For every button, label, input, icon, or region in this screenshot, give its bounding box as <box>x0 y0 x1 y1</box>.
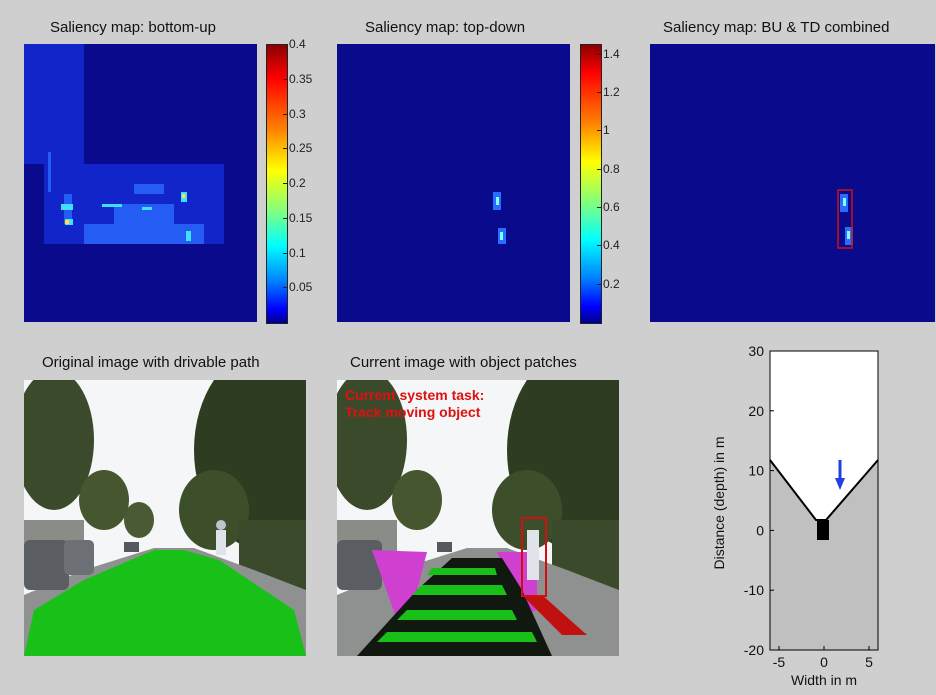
colorbar-bottom-up <box>266 44 288 324</box>
colorbar-tick-label: 0.15 <box>289 210 313 225</box>
depth-plot: 30 20 10 0 -10 -20 -5 0 5 Width in m Distance (… <box>711 345 879 688</box>
y-tick-label: 30 <box>748 345 764 359</box>
title-bottom-up: Saliency map: bottom-up <box>50 19 216 36</box>
title-current: Current image with object patches <box>350 354 577 371</box>
colorbar-tick-mark <box>597 168 601 170</box>
vehicle-marker <box>817 520 829 540</box>
colorbar-tick-mark <box>597 91 601 93</box>
original-image <box>24 380 306 656</box>
colorbar-tick-mark <box>283 252 287 254</box>
colorbar-tick-label: 0.1 <box>289 245 306 260</box>
colorbar-tick-mark <box>283 78 287 80</box>
task-label-line2: Track moving object <box>345 404 481 420</box>
colorbar-tick-label: 0.3 <box>289 106 306 121</box>
colorbar-tick-mark <box>597 245 601 247</box>
y-axis-label: Distance (depth) in m <box>711 436 727 569</box>
x-tick-label: -5 <box>773 654 786 670</box>
colorbar-tick-label: 1.4 <box>603 46 620 61</box>
colorbar-top-down <box>580 44 602 324</box>
occupied-region <box>770 460 878 650</box>
colorbar-tick-label: 0.4 <box>289 37 306 51</box>
title-combined: Saliency map: BU & TD combined <box>663 19 890 36</box>
object-box <box>521 517 547 597</box>
object-box <box>837 189 853 249</box>
y-tick-label: 0 <box>756 522 764 538</box>
colorbar-tick-label: 0.8 <box>603 161 620 176</box>
y-tick-label: 10 <box>748 463 764 479</box>
motion-arrow <box>835 460 845 490</box>
colorbar-tick-label: 1 <box>603 123 610 138</box>
x-tick-label: 5 <box>865 654 873 670</box>
current-image: Current system task: Track moving object <box>337 380 619 656</box>
saliency-map-top-down <box>337 44 570 322</box>
colorbar-tick-label: 0.05 <box>289 280 313 295</box>
y-tick-label: -10 <box>744 582 764 598</box>
colorbar-tick-mark <box>597 130 601 132</box>
colorbar-tick-label: 0.25 <box>289 141 313 156</box>
y-tick-label: -20 <box>744 642 764 658</box>
colorbar-tick-mark <box>283 113 287 115</box>
colorbar-tick-mark <box>283 217 287 219</box>
colorbar-tick-mark <box>283 148 287 150</box>
colorbar-tick-label: 0.2 <box>603 276 620 291</box>
x-axis-label: Width in m <box>791 672 857 688</box>
saliency-map-combined <box>650 44 935 322</box>
colorbar-tick-label: 0.2 <box>289 176 306 190</box>
x-tick-label: 0 <box>820 654 828 670</box>
colorbar-tick-mark <box>283 44 287 45</box>
colorbar-tick-mark <box>597 53 601 55</box>
colorbar-tick-label: 0.35 <box>289 71 313 86</box>
colorbar-tick-label: 0.4 <box>603 238 620 253</box>
y-tick-label: 20 <box>748 403 764 419</box>
title-top-down: Saliency map: top-down <box>365 19 526 36</box>
task-label-line1: Current system task: <box>345 387 485 403</box>
colorbar-tick-mark <box>283 183 287 184</box>
colorbar-tick-label: 0.6 <box>603 199 620 214</box>
colorbar-tick-label: 1.2 <box>603 84 620 99</box>
colorbar-tick-mark <box>283 287 287 289</box>
colorbar-tick-mark <box>597 206 601 208</box>
title-original: Original image with drivable path <box>42 354 260 371</box>
saliency-map-bottom-up <box>24 44 257 322</box>
colorbar-tick-mark <box>597 283 601 285</box>
